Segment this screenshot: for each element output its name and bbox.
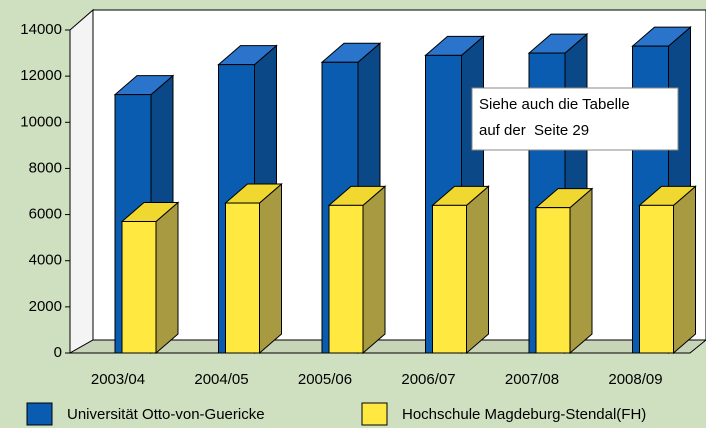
y-tick-label: 10000	[20, 113, 62, 130]
annotation: auf der Seite 29	[479, 122, 589, 139]
bar-side	[362, 185, 386, 355]
x-tick-label: 2003/04	[91, 371, 145, 388]
x-tick-label: 2004/05	[194, 371, 248, 388]
side-wall	[69, 8, 94, 354]
y-tick-label: 12000	[20, 67, 62, 84]
bar-side	[569, 187, 593, 355]
y-tick-label: 2000	[29, 298, 62, 315]
y-tick-label: 0	[54, 344, 62, 361]
legend-swatch	[26, 402, 53, 426]
bar	[639, 204, 674, 354]
y-tick-label: 14000	[20, 21, 62, 38]
bar-side	[259, 182, 282, 355]
bar-side	[673, 185, 696, 355]
y-tick-label: 6000	[29, 206, 62, 223]
x-tick-label: 2008/09	[608, 371, 662, 388]
bar	[328, 204, 364, 354]
legend-label: Hochschule Magdeburg-Stendal(FH)	[402, 406, 646, 423]
annotation: Siehe auch die Tabelle	[479, 96, 630, 113]
bar-side	[155, 201, 179, 355]
x-tick-label: 2006/07	[401, 371, 455, 388]
y-tick-label: 8000	[29, 159, 62, 176]
bar-side	[466, 185, 489, 355]
annotation-box	[471, 87, 679, 151]
bar	[432, 204, 467, 354]
bar	[535, 207, 571, 354]
x-tick-label: 2005/06	[298, 371, 352, 388]
y-tick-label: 4000	[29, 252, 62, 269]
legend-swatch	[361, 402, 388, 426]
x-tick-label: 2007/08	[505, 371, 559, 388]
bar	[225, 202, 260, 354]
legend-label: Universität Otto-von-Guericke	[67, 406, 265, 423]
bar	[121, 220, 157, 354]
back-wall	[92, 9, 706, 341]
